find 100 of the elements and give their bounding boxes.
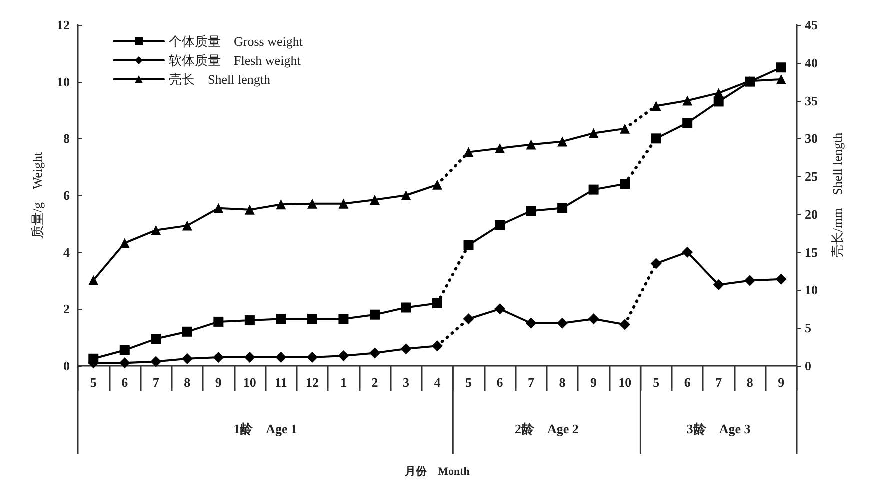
point: [432, 180, 442, 190]
text: 1龄 Age 1: [234, 422, 298, 436]
x-tick-label: 8: [746, 375, 754, 390]
y2-tick-label: 45: [805, 18, 818, 32]
point: [620, 124, 630, 134]
point: [495, 220, 506, 230]
x-tick-label: 7: [528, 375, 536, 390]
point: [495, 144, 506, 154]
y2-tick-label: 0: [805, 358, 812, 374]
x-tick-label: 9: [590, 375, 598, 390]
point: [651, 134, 662, 144]
x-tick-label: 8: [184, 375, 192, 390]
point: [370, 310, 380, 320]
point: [401, 302, 412, 313]
point: [306, 352, 318, 363]
legend-label: 个体质量 Gross weight: [169, 34, 304, 49]
point: [214, 203, 224, 214]
x-tick-label: 6: [496, 375, 504, 390]
point: [432, 298, 442, 308]
point: [776, 62, 786, 73]
y-tick-label: 6: [64, 188, 70, 203]
x-tick-label: 7: [716, 375, 723, 390]
point: [588, 128, 599, 138]
point: [276, 314, 286, 324]
y2-tick-label: 35: [805, 93, 818, 108]
point: [276, 200, 286, 210]
point: [432, 340, 443, 352]
point: [213, 352, 224, 363]
point: [744, 275, 756, 286]
point: [682, 96, 693, 106]
x-tick-label: 5: [653, 375, 660, 390]
point: [620, 179, 630, 190]
point: [244, 352, 256, 363]
point: [401, 190, 412, 200]
y-tick-label: 0: [64, 358, 70, 374]
x-tick-label: 11: [275, 375, 288, 390]
x-tick-label: 9: [778, 375, 786, 390]
point: [557, 318, 568, 329]
x-tick-label: 4: [434, 375, 442, 390]
y2-tick-label: 25: [805, 169, 818, 184]
point: [400, 343, 412, 354]
y2-tick-label: 30: [805, 131, 818, 146]
point: [682, 246, 694, 258]
point: [276, 352, 287, 363]
point: [151, 334, 162, 344]
x-tick-label: 6: [684, 375, 692, 390]
y-tick-label: 4: [64, 244, 70, 260]
point: [682, 118, 693, 128]
point: [307, 314, 318, 324]
x-tick-label: 8: [559, 375, 566, 390]
point: [182, 326, 192, 337]
point: [244, 316, 255, 326]
point: [150, 356, 162, 368]
y2-tick-label: 5: [805, 320, 812, 336]
x-tick-label: 6: [122, 375, 129, 390]
y-tick-label: 8: [64, 131, 70, 146]
y2-tick-label: 40: [805, 55, 818, 70]
point: [338, 198, 349, 209]
point: [620, 319, 631, 330]
legend-label: 软体质量 Flesh weight: [169, 53, 302, 68]
point: [588, 184, 599, 195]
y2-axis-title: 壳长/mm Shell length: [830, 132, 845, 258]
point: [120, 345, 130, 356]
point: [714, 88, 724, 98]
point: [588, 314, 600, 325]
point: [526, 318, 537, 329]
x-tick-label: 2: [372, 375, 378, 390]
x-tick-label: 12: [306, 375, 319, 390]
point: [526, 140, 536, 150]
x-tick-label: 9: [215, 375, 222, 390]
x-tick-label: 10: [618, 375, 632, 390]
point: [338, 314, 349, 324]
x-tick-label: 1: [340, 375, 347, 390]
y-tick-label: 12: [57, 18, 70, 32]
x-tick-label: 3: [402, 375, 410, 390]
text: 2龄 Age 2: [514, 422, 579, 436]
point: [88, 275, 99, 286]
point: [494, 304, 506, 315]
point: [244, 204, 255, 215]
point: [370, 195, 380, 206]
point: [369, 348, 380, 359]
point: [713, 280, 724, 291]
y2-tick-label: 10: [805, 282, 818, 298]
point: [526, 206, 536, 216]
point: [338, 350, 350, 362]
x-tick-label: 10: [243, 375, 256, 390]
y-tick-label: 2: [64, 302, 70, 317]
y-tick-label: 10: [57, 74, 70, 90]
point: [214, 316, 224, 327]
point: [151, 225, 162, 236]
y2-tick-label: 20: [805, 206, 818, 222]
point: [558, 203, 568, 214]
point: [182, 220, 192, 231]
point: [307, 198, 318, 209]
point: [776, 274, 787, 285]
x-tick-label: 7: [152, 375, 160, 390]
y-axis-title: 质量/g Weight: [30, 152, 45, 239]
text: 月份 Month: [404, 466, 470, 478]
point: [464, 147, 474, 158]
point: [651, 101, 662, 112]
